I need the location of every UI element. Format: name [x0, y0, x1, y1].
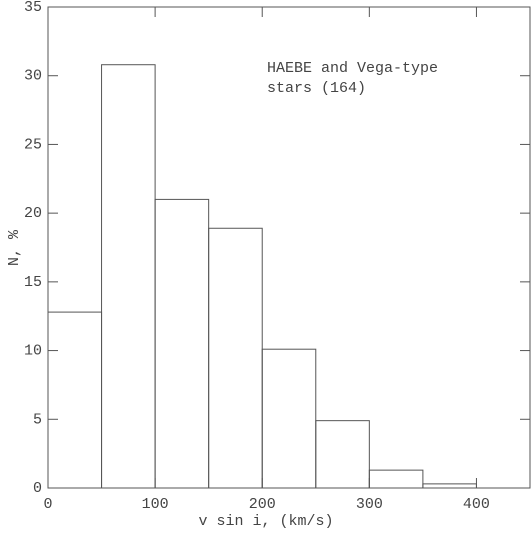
bar — [261, 348, 317, 489]
annotation: HAEBE and Vega-type — [267, 60, 438, 77]
y-tick-label: 20 — [24, 205, 42, 222]
y-tick-label: 15 — [24, 274, 42, 291]
bar — [47, 311, 103, 489]
y-tick-label: 30 — [24, 68, 42, 85]
y-tick-label: 35 — [24, 0, 42, 16]
x-tick-label: 400 — [463, 496, 490, 513]
bar — [368, 469, 424, 489]
y-tick-label: 10 — [24, 343, 42, 360]
x-axis-label: v sin i, (km/s) — [198, 513, 333, 530]
x-tick-label: 100 — [142, 496, 169, 513]
bar — [315, 420, 370, 489]
y-tick-label: 5 — [33, 411, 42, 428]
x-tick-label: 0 — [43, 496, 52, 513]
annotation: stars (164) — [267, 80, 366, 97]
bar — [154, 198, 210, 489]
y-axis-label: N, % — [6, 229, 23, 266]
bar — [101, 64, 156, 489]
x-tick-label: 300 — [356, 496, 383, 513]
y-tick-label: 0 — [33, 480, 42, 497]
x-tick-label: 200 — [249, 496, 276, 513]
bar — [422, 483, 477, 489]
bar — [208, 227, 263, 489]
y-tick-label: 25 — [24, 136, 42, 153]
